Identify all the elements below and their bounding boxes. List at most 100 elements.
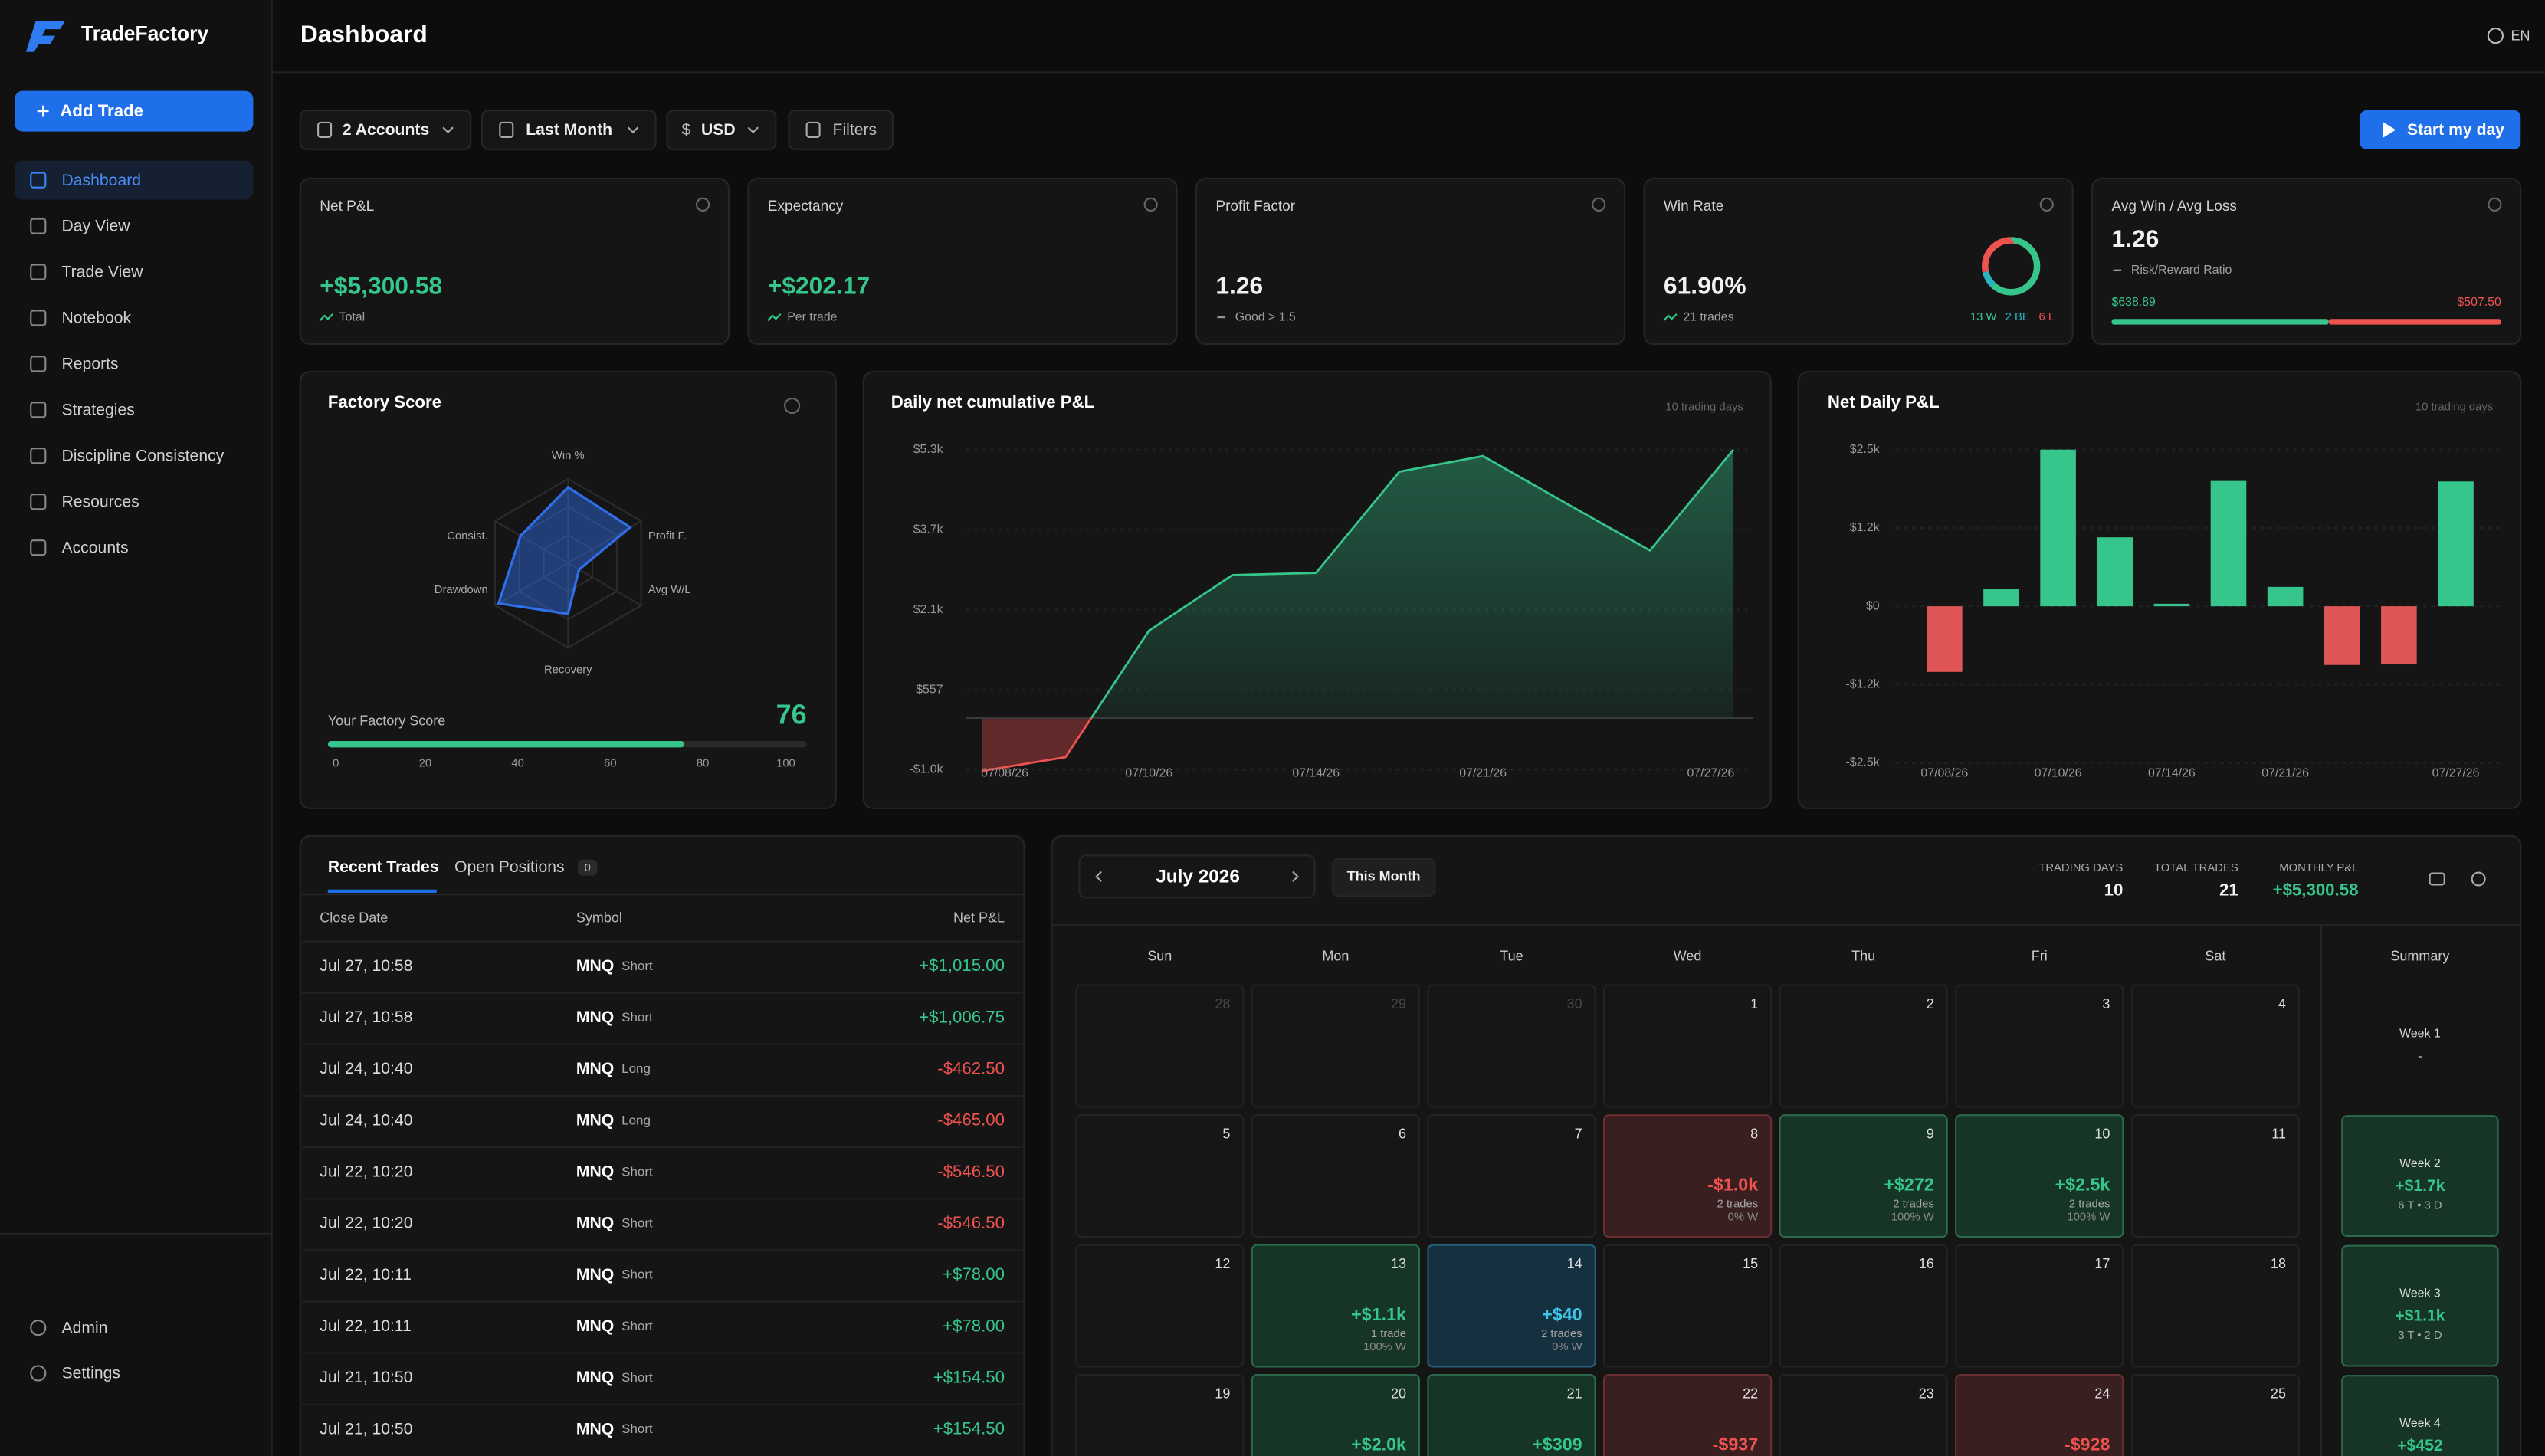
settings-icon[interactable]	[2471, 871, 2486, 887]
day-cell[interactable]	[1955, 984, 2124, 1108]
nav-icon	[30, 402, 47, 418]
filter-label[interactable]: 2 Accounts	[343, 121, 429, 139]
area-positive	[1091, 449, 1734, 718]
filter-button[interactable]	[299, 109, 472, 150]
day-cell[interactable]	[2130, 1374, 2300, 1456]
day-cell[interactable]	[1251, 1374, 1421, 1456]
nav-item[interactable]: Reports	[61, 356, 118, 373]
day-pnl: +$309	[1532, 1434, 1582, 1454]
filter-icon	[805, 121, 821, 139]
filter-button[interactable]	[480, 109, 657, 150]
filter-label[interactable]: Last Month	[526, 121, 612, 139]
day-cell[interactable]	[2130, 1114, 2300, 1238]
y-tick-label: $0	[1866, 599, 1880, 612]
avg-win: $638.89	[2111, 296, 2156, 309]
day-cell[interactable]	[1251, 1244, 1421, 1368]
day-cell[interactable]	[1251, 984, 1421, 1108]
day-pnl: +$2.0k	[1351, 1434, 1406, 1454]
day-cell[interactable]	[1779, 984, 1948, 1108]
this-month-label[interactable]: This Month	[1347, 869, 1421, 884]
day-number: 30	[1567, 996, 1582, 1012]
radar-axis-label: Profit F.	[648, 530, 687, 543]
nav-item[interactable]: Settings	[61, 1365, 120, 1382]
day-cell[interactable]	[2130, 1244, 2300, 1368]
filter-icon	[499, 121, 514, 139]
day-cell[interactable]	[1427, 1374, 1596, 1456]
day-cell[interactable]	[1779, 1114, 1948, 1238]
trade-pnl: -$546.50	[937, 1162, 1005, 1181]
day-cell[interactable]	[1602, 1114, 1773, 1238]
nav-item[interactable]: Day View	[61, 218, 130, 235]
day-cell[interactable]	[1427, 1244, 1596, 1368]
day-cell[interactable]	[1075, 1114, 1245, 1238]
filter-button[interactable]	[788, 109, 894, 150]
day-cell[interactable]	[1251, 1114, 1421, 1238]
month-label: July 2026	[1156, 866, 1240, 887]
info-icon	[783, 397, 801, 415]
day-cell[interactable]	[1602, 984, 1773, 1108]
score-tick-label: 100	[776, 758, 795, 770]
language[interactable]: EN	[2511, 28, 2530, 43]
filter-label[interactable]: Filters	[833, 121, 877, 139]
day-cell[interactable]	[1779, 1374, 1948, 1456]
day-number: 3	[2102, 996, 2110, 1012]
week-pnl: -	[2418, 1048, 2422, 1063]
logo	[25, 21, 65, 52]
nav-item[interactable]: Strategies	[61, 401, 134, 418]
add-trade-label[interactable]: Add Trade	[60, 101, 143, 120]
kpi-label: Profit Factor	[1215, 198, 1295, 215]
weekday: Tue	[1500, 948, 1523, 963]
day-number: 7	[1575, 1126, 1582, 1141]
day-cell[interactable]	[1955, 1244, 2124, 1368]
nav-active-background[interactable]	[15, 160, 254, 200]
day-cell[interactable]	[1427, 1114, 1596, 1238]
day-cell[interactable]	[1602, 1244, 1773, 1368]
week-summary	[2341, 1375, 2499, 1456]
tab[interactable]: Recent Trades	[328, 858, 439, 876]
nav-item[interactable]: Resources	[61, 493, 139, 510]
chevron	[1095, 871, 1102, 882]
start-day-button[interactable]	[2360, 110, 2521, 149]
day-number: 5	[1222, 1126, 1230, 1141]
trade-symbol: MNQ	[576, 1369, 614, 1386]
weekday: Thu	[1851, 948, 1875, 963]
kpi-card	[2091, 177, 2522, 346]
filter-button[interactable]	[666, 109, 777, 150]
add-trade-button[interactable]	[15, 90, 254, 132]
day-cell[interactable]	[1955, 1374, 2124, 1456]
day-win-rate: 0% W	[1552, 1341, 1582, 1353]
day-cell[interactable]	[1427, 984, 1596, 1108]
camera-icon[interactable]	[2429, 872, 2445, 886]
day-number: 18	[2271, 1256, 2286, 1271]
filter-label[interactable]: USD	[701, 121, 736, 139]
stat-label: TOTAL TRADES	[2154, 862, 2238, 874]
nav-item[interactable]: Dashboard	[61, 172, 141, 189]
day-cell[interactable]	[1779, 1244, 1948, 1368]
day-cell[interactable]	[1075, 1244, 1245, 1368]
start-day-label[interactable]: Start my day	[2407, 121, 2504, 139]
nav-item[interactable]: Notebook	[61, 310, 131, 327]
area-negative	[982, 717, 1734, 772]
nav-item[interactable]: Admin	[61, 1319, 107, 1336]
this-month-button[interactable]	[1331, 858, 1436, 897]
tab[interactable]: Open Positions	[454, 858, 565, 876]
week-name: Week 2	[2399, 1157, 2441, 1170]
day-cell[interactable]	[1602, 1374, 1773, 1456]
nav-item[interactable]: Discipline Consistency	[61, 447, 224, 464]
trend-icon	[1663, 313, 1678, 322]
day-cell[interactable]	[1955, 1114, 2124, 1238]
y-tick-label: $5.3k	[913, 443, 943, 456]
kpi-note: Risk/Reward Ratio	[2131, 264, 2232, 277]
currency-symbol: $	[682, 121, 691, 139]
day-cell[interactable]	[1075, 984, 1245, 1108]
nav-item[interactable]: Accounts	[61, 539, 128, 556]
day-cell[interactable]	[2130, 984, 2300, 1108]
day-number: 21	[1567, 1385, 1582, 1401]
info-icon	[2488, 197, 2502, 212]
radar-axis-label: Consist.	[447, 530, 488, 543]
card-title: Net Daily P&L	[1828, 392, 1940, 412]
day-cell[interactable]	[1075, 1374, 1245, 1456]
nav-item[interactable]: Trade View	[61, 264, 143, 281]
day-pnl: -$937	[1713, 1434, 1759, 1454]
